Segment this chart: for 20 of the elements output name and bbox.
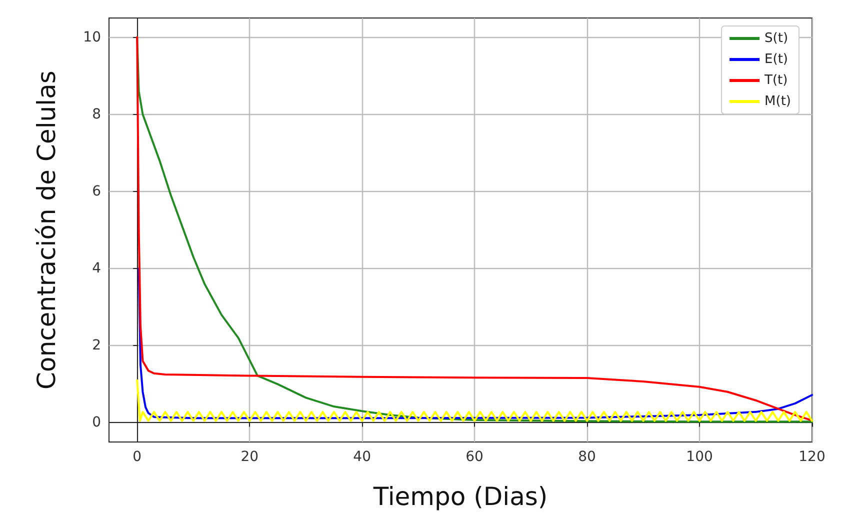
x-axis-title: Tiempo (Dias) <box>372 482 548 511</box>
line-series <box>138 268 813 420</box>
legend-label: S(t) <box>764 31 788 46</box>
y-tick-label: 6 <box>92 183 102 200</box>
y-axis-title: Concentración de Celulas <box>32 70 61 390</box>
x-tick-label: 40 <box>353 449 371 465</box>
x-tick-label: 80 <box>578 449 596 465</box>
x-tick-label: 0 <box>132 449 142 465</box>
legend-label: E(t) <box>764 52 788 67</box>
y-tick-label: 2 <box>92 338 101 354</box>
y-tick-label: 10 <box>83 29 101 46</box>
legend-label: M(t) <box>764 94 792 109</box>
x-tick-label: 120 <box>798 449 826 465</box>
y-tick-label: 4 <box>92 260 102 277</box>
x-tick-label: 60 <box>466 449 484 465</box>
legend-label: T(t) <box>764 73 788 88</box>
x-tick-label: 100 <box>686 449 713 465</box>
y-tick-label: 0 <box>92 414 101 431</box>
y-tick-label: 8 <box>92 106 101 122</box>
x-tick-label: 20 <box>240 449 259 465</box>
